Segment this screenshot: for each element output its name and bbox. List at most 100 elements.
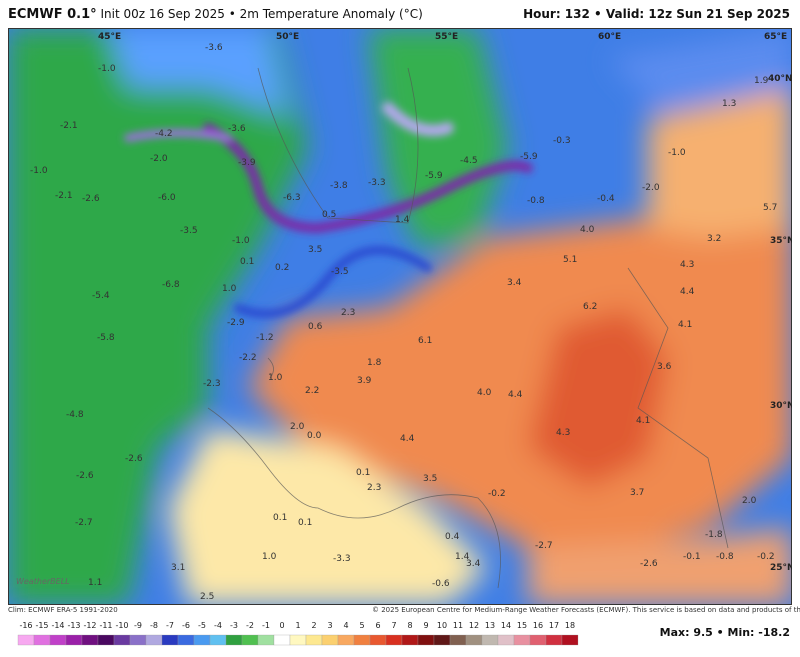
anomaly-label: -5.9 xyxy=(425,171,443,181)
logo: WeatherBELL xyxy=(16,577,70,586)
grid-label: 60°E xyxy=(598,32,621,42)
colorbar-swatch xyxy=(17,634,35,646)
anomaly-label: 1.1 xyxy=(88,578,102,588)
anomaly-label: 5.7 xyxy=(763,203,777,213)
anomaly-label: 1.0 xyxy=(222,284,237,294)
anomaly-label: -3.5 xyxy=(331,267,349,277)
anomaly-label: 0.6 xyxy=(308,322,323,332)
anomaly-label: -2.1 xyxy=(55,191,73,201)
anomaly-label: -1.2 xyxy=(256,333,274,343)
anomaly-label: -4.5 xyxy=(460,156,478,166)
grid-label: 40°N xyxy=(768,74,792,84)
colorbar-swatch xyxy=(257,634,275,646)
anomaly-label: -0.2 xyxy=(488,489,506,499)
anomaly-label: -6.8 xyxy=(162,280,180,290)
anomaly-label: -2.1 xyxy=(60,121,78,131)
colorbar-swatch xyxy=(449,634,467,646)
anomaly-label: 4.4 xyxy=(680,287,695,297)
anomaly-label: 2.2 xyxy=(305,386,319,396)
anomaly-field xyxy=(8,28,792,605)
anomaly-label: 0.1 xyxy=(240,257,254,267)
anomaly-label: 1.3 xyxy=(722,99,736,109)
colorbar-label: -12 xyxy=(83,621,96,630)
anomaly-label: -4.8 xyxy=(66,410,84,420)
anomaly-label: 2.3 xyxy=(367,483,381,493)
colorbar-label: 6 xyxy=(375,621,380,630)
anomaly-label: -6.0 xyxy=(158,193,176,203)
anomaly-label: -0.4 xyxy=(597,194,615,204)
anomaly-label: 0.0 xyxy=(307,431,322,441)
anomaly-label: -0.2 xyxy=(757,552,775,562)
anomaly-label: 1.0 xyxy=(268,373,283,383)
anomaly-label: -1.8 xyxy=(705,530,723,540)
anomaly-label: 4.4 xyxy=(400,434,415,444)
colorbar-swatch xyxy=(273,634,291,646)
colorbar-label: -4 xyxy=(214,621,222,630)
anomaly-label: -5.8 xyxy=(97,333,115,343)
colorbar-swatch xyxy=(497,634,515,646)
anomaly-label: 5.1 xyxy=(563,255,577,265)
anomaly-label: -2.3 xyxy=(203,379,221,389)
anomaly-label: 3.4 xyxy=(507,278,522,288)
anomaly-label: -2.2 xyxy=(239,353,257,363)
anomaly-label: 0.1 xyxy=(298,518,312,528)
colorbar-label: -11 xyxy=(99,621,112,630)
colorbar-swatch xyxy=(545,634,563,646)
anomaly-label: 0.1 xyxy=(356,468,370,478)
anomaly-label: -1.0 xyxy=(30,166,48,176)
anomaly-label: -1.0 xyxy=(232,236,250,246)
colorbar-swatch xyxy=(433,634,451,646)
anomaly-label: 6.2 xyxy=(583,302,597,312)
grid-label: 55°E xyxy=(435,32,458,42)
anomaly-label: 3.5 xyxy=(423,474,437,484)
grid-label: 25°N xyxy=(770,563,792,573)
anomaly-label: -4.2 xyxy=(155,129,173,139)
anomaly-label: 4.4 xyxy=(508,390,523,400)
colorbar-swatch xyxy=(481,634,499,646)
anomaly-label: -2.9 xyxy=(227,318,245,328)
anomaly-label: 2.0 xyxy=(742,496,757,506)
anomaly-label: 3.9 xyxy=(357,376,372,386)
anomaly-label: 4.1 xyxy=(678,320,692,330)
header-title: ECMWF 0.1° Init 00z 16 Sep 2025 • 2m Tem… xyxy=(8,7,423,22)
anomaly-label: -3.6 xyxy=(205,43,223,53)
grid-label: 30°N xyxy=(770,401,792,411)
anomaly-label: 3.1 xyxy=(171,563,185,573)
anomaly-label: 1.4 xyxy=(395,215,410,225)
colorbar-label: -10 xyxy=(115,621,128,630)
colorbar-swatch xyxy=(145,634,163,646)
anomaly-label: 3.6 xyxy=(657,362,672,372)
anomaly-label: 4.0 xyxy=(580,225,595,235)
colorbar-label: -1 xyxy=(262,621,270,630)
colorbar-swatch xyxy=(225,634,243,646)
anomaly-label: 1.0 xyxy=(262,552,277,562)
colorbar-swatch xyxy=(305,634,323,646)
anomaly-label: 0.1 xyxy=(273,513,287,523)
colorbar-label: 17 xyxy=(549,621,559,630)
colorbar-label: 15 xyxy=(517,621,527,630)
model: ECMWF 0.1° xyxy=(8,7,97,22)
colorbar-label: 16 xyxy=(533,621,543,630)
anomaly-label: -0.1 xyxy=(683,552,701,562)
grid-label: 65°E xyxy=(764,32,787,42)
anomaly-label: -3.3 xyxy=(368,178,386,188)
colorbar-swatch xyxy=(129,634,147,646)
anomaly-label: 6.1 xyxy=(418,336,432,346)
colorbar-swatch xyxy=(465,634,483,646)
grid-label: 35°N xyxy=(770,236,792,246)
anomaly-label: -3.9 xyxy=(238,158,256,168)
colorbar-swatch xyxy=(97,634,115,646)
colorbar-label: 13 xyxy=(485,621,495,630)
colorbar: -16 -15 -14 -13 -12 -11 -10 -9 -8 -7 -6 -5 -4 -3 -2 -1 0… xyxy=(17,621,579,646)
anomaly-label: -5.9 xyxy=(520,152,538,162)
anomaly-label: 1.9 xyxy=(754,76,769,86)
colorbar-swatch xyxy=(33,634,51,646)
colorbar-label: 5 xyxy=(359,621,364,630)
anomaly-label: 0.2 xyxy=(275,263,289,273)
colorbar-label: 12 xyxy=(469,621,479,630)
anomaly-label: -0.8 xyxy=(716,552,734,562)
anomaly-label: -1.0 xyxy=(98,64,116,74)
colorbar-label: -14 xyxy=(51,621,64,630)
colorbar-label: 2 xyxy=(311,621,316,630)
colorbar-label: 0 xyxy=(279,621,284,630)
